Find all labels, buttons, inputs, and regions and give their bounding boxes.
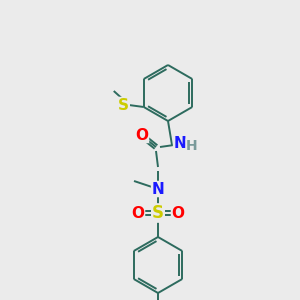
Text: O: O <box>172 206 184 220</box>
Text: N: N <box>174 136 186 151</box>
Text: N: N <box>152 182 164 196</box>
Text: S: S <box>118 98 129 112</box>
Text: O: O <box>136 128 148 142</box>
Text: O: O <box>131 206 145 220</box>
Text: S: S <box>152 204 164 222</box>
Text: H: H <box>186 139 198 153</box>
